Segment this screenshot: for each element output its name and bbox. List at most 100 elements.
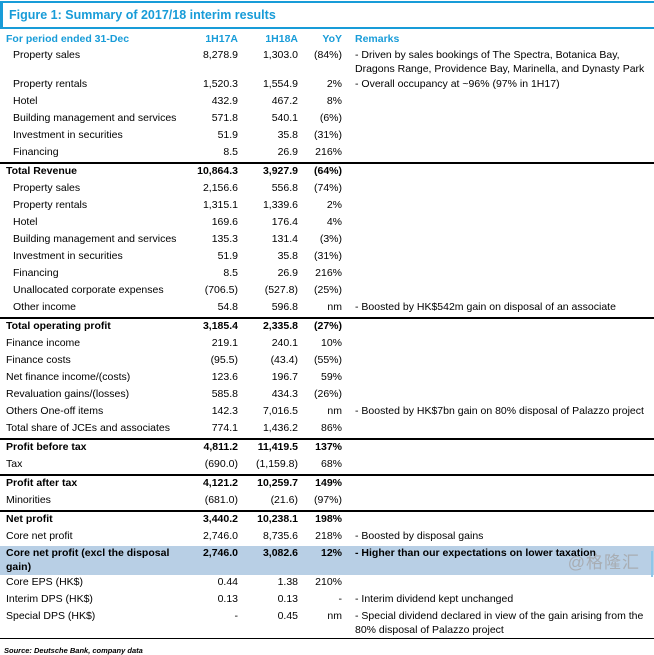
value-1h18a: 3,082.6 (262, 547, 298, 559)
value-1h18a: 556.8 (271, 182, 298, 194)
value-yoy: 198% (315, 513, 342, 525)
value-1h18a: 35.8 (277, 250, 298, 262)
table-row: Other income 54.8 596.8 nm - Boosted by HK$5… (0, 300, 654, 317)
table-row: Special DPS (HK$) - 0.45 nm - Special divide… (0, 609, 654, 638)
value-1h18a: 0.13 (277, 593, 298, 605)
header-yoy: YoY (322, 33, 342, 45)
row-label: Net finance income/(costs) (6, 371, 131, 383)
value-1h17a: 142.3 (211, 405, 238, 417)
value-1h17a: (706.5) (204, 284, 238, 296)
value-1h18a: 1,303.0 (262, 49, 298, 61)
value-yoy: 218% (315, 530, 342, 542)
row-label: Hotel (13, 216, 38, 228)
row-label: Property sales (13, 182, 81, 194)
value-1h17a: 10,864.3 (197, 165, 238, 177)
value-yoy: (26%) (313, 388, 342, 400)
remark-text: - Driven by sales bookings of The Spectr… (355, 49, 645, 75)
row-label: Net profit (6, 513, 53, 525)
value-1h18a: 196.7 (271, 371, 298, 383)
value-1h17a: 3,185.4 (202, 320, 238, 332)
remark-text: - Boosted by HK$542m gain on disposal of… (355, 301, 616, 313)
value-1h17a: 432.9 (211, 95, 238, 107)
table-row: Property rentals 1,520.3 1,554.9 2% - Overal… (0, 77, 654, 94)
row-label: Profit before tax (6, 441, 87, 453)
row-label: Core EPS (HK$) (6, 576, 84, 588)
table-row: Hotel 169.6 176.4 4% (0, 215, 654, 232)
row-label: Building management and services (13, 112, 177, 124)
value-yoy: - (338, 593, 343, 605)
table-row: Financing 8.5 26.9 216% (0, 145, 654, 162)
table-row: Finance income 219.1 240.1 10% (0, 336, 654, 353)
value-1h18a: (527.8) (264, 284, 298, 296)
value-1h18a: 1,339.6 (262, 199, 298, 211)
value-yoy: 149% (315, 477, 342, 489)
value-yoy: 8% (326, 95, 342, 107)
value-1h18a: 3,927.9 (262, 165, 298, 177)
table-row: Core net profit (excl the disposal gain)… (0, 546, 654, 575)
value-1h17a: 571.8 (211, 112, 238, 124)
results-table-body: Property sales 8,278.9 1,303.0 (84%) - Drive… (0, 48, 654, 639)
value-1h17a: 169.6 (211, 216, 238, 228)
value-1h18a: 10,238.1 (257, 513, 298, 525)
table-row: Profit before tax 4,811.2 11,419.5 137% (0, 438, 654, 457)
value-1h18a: 26.9 (277, 267, 298, 279)
value-1h17a: (681.0) (204, 494, 238, 506)
value-yoy: (25%) (313, 284, 342, 296)
value-yoy: (84%) (313, 49, 342, 61)
row-label: Investment in securities (13, 129, 123, 141)
remark-text: - Higher than our expectations on lower … (355, 547, 596, 559)
value-yoy: 216% (315, 146, 342, 158)
value-yoy: (74%) (313, 182, 342, 194)
value-1h17a: 0.13 (217, 593, 238, 605)
row-label: Special DPS (HK$) (6, 610, 96, 622)
row-label: Revaluation gains/(losses) (6, 388, 130, 400)
value-1h18a: 11,419.5 (257, 441, 298, 453)
table-row: Revaluation gains/(losses) 585.8 434.3 (26%… (0, 387, 654, 404)
remark-text: - Boosted by disposal gains (355, 530, 484, 542)
table-row: Unallocated corporate expenses (706.5) (52… (0, 283, 654, 300)
table-row: Property rentals 1,315.1 1,339.6 2% (0, 198, 654, 215)
value-yoy: 210% (315, 576, 342, 588)
value-1h18a: 1,554.9 (262, 78, 298, 90)
value-1h18a: 1,436.2 (262, 422, 298, 434)
value-yoy: (27%) (313, 320, 342, 332)
value-1h17a: 1,315.1 (202, 199, 238, 211)
table-row: Finance costs (95.5) (43.4) (55%) (0, 353, 654, 370)
value-1h18a: 26.9 (277, 146, 298, 158)
row-label: Building management and services (13, 233, 177, 245)
value-1h17a: 3,440.2 (202, 513, 238, 525)
value-1h18a: 131.4 (271, 233, 298, 245)
value-1h18a: 2,335.8 (262, 320, 298, 332)
figure-title: Figure 1: Summary of 2017/18 interim res… (9, 8, 276, 22)
value-yoy: (31%) (313, 250, 342, 262)
value-yoy: 137% (315, 441, 342, 453)
table-row: Core EPS (HK$) 0.44 1.38 210% (0, 575, 654, 592)
value-yoy: 4% (326, 216, 342, 228)
value-yoy: (3%) (319, 233, 342, 245)
table-row: Investment in securities 51.9 35.8 (31%) (0, 128, 654, 145)
value-yoy: 2% (326, 78, 342, 90)
value-1h18a: 596.8 (271, 301, 298, 313)
value-yoy: 12% (320, 547, 342, 559)
value-1h18a: 0.45 (277, 610, 298, 622)
table-row: Total share of JCEs and associates 774.1 1… (0, 421, 654, 438)
value-yoy: 216% (315, 267, 342, 279)
table-header-row: For period ended 31-Dec 1H17A 1H18A YoY … (0, 29, 654, 48)
value-1h18a: 8,735.6 (262, 530, 298, 542)
row-label: Others One-off items (6, 405, 104, 417)
row-label: Interim DPS (HK$) (6, 593, 93, 605)
table-row: Financing 8.5 26.9 216% (0, 266, 654, 283)
value-1h18a: 240.1 (271, 337, 298, 349)
row-label: Other income (13, 301, 77, 313)
table-row: Net profit 3,440.2 10,238.1 198% (0, 510, 654, 529)
remark-text: - Overall occupancy at ~96% (97% in 1H17… (355, 78, 560, 90)
value-1h17a: 51.9 (217, 250, 238, 262)
value-yoy: nm (327, 301, 342, 313)
value-yoy: (55%) (313, 354, 342, 366)
table-row: Property sales 2,156.6 556.8 (74%) (0, 181, 654, 198)
value-yoy: nm (327, 610, 342, 622)
row-label: Minorities (6, 494, 51, 506)
table-row: Interim DPS (HK$) 0.13 0.13 - - Interim divi… (0, 592, 654, 609)
value-1h17a: 219.1 (211, 337, 238, 349)
